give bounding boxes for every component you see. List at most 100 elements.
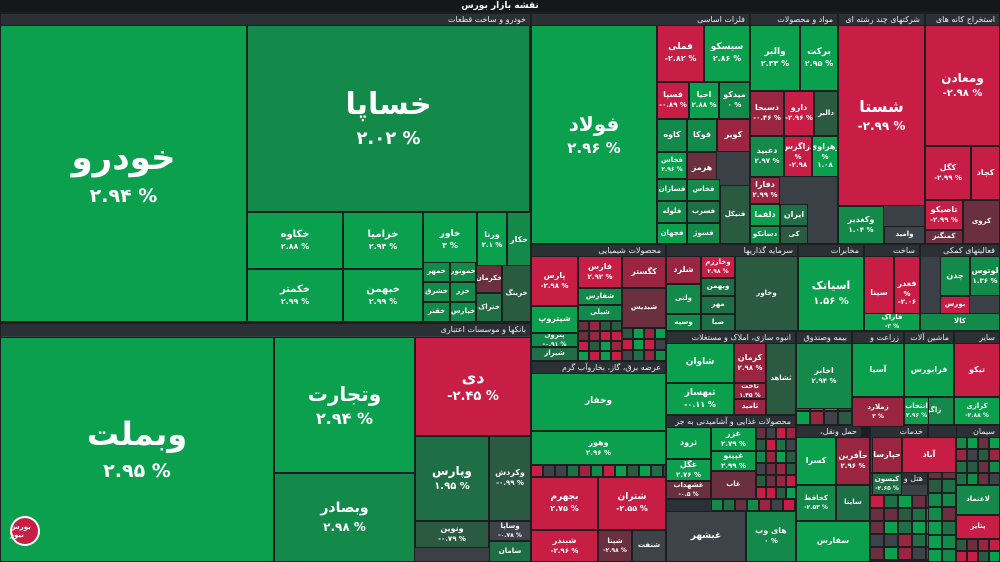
stock-tile-بجهرم[interactable]: بجهرم% ۲.۷۵ [531, 477, 598, 530]
minor-stock-tile[interactable] [786, 463, 796, 475]
stock-tile-دلقما[interactable]: دلقما [750, 204, 780, 226]
minor-stock-tile[interactable] [776, 475, 786, 487]
minor-stock-tile[interactable] [615, 465, 627, 477]
stock-tile-دعبید[interactable]: دعبید% ۲.۹۷ [750, 136, 784, 177]
minor-stock-tile[interactable] [600, 331, 611, 341]
minor-stock-tile[interactable] [633, 350, 644, 361]
stock-tile-شتران[interactable]: شتران% ۲.۵۵- [598, 477, 666, 530]
stock-tile-غشهداب[interactable]: غشهداب% ۰.۵- [666, 481, 711, 499]
minor-stock-tile[interactable] [655, 339, 666, 350]
minor-stock-tile[interactable] [898, 547, 912, 560]
stock-tile-فلوله[interactable]: فلوله [657, 201, 687, 223]
stock-tile-وسپه[interactable]: وسپه [666, 314, 701, 331]
stock-tile-فجهان[interactable]: فجهان [657, 223, 687, 244]
minor-stock-tile[interactable] [928, 507, 942, 521]
stock-tile-آسیا[interactable]: آسیا [852, 343, 904, 397]
stock-tile-فسرب[interactable]: فسرب [687, 201, 720, 223]
stock-tile-پارس[interactable]: پارس% ۲.۹۸- [531, 256, 578, 306]
stock-tile-خرینگ[interactable]: خرینگ [502, 265, 531, 322]
minor-stock-tile[interactable] [756, 475, 766, 487]
sector-title[interactable]: شرکتهای چند رشته ای [839, 14, 924, 26]
minor-stock-tile[interactable] [555, 465, 567, 477]
minor-stock-tile[interactable] [776, 463, 786, 475]
stock-tile-ثامید[interactable]: ثامید [734, 399, 766, 415]
stock-tile-دسانکو[interactable]: دسانکو [750, 226, 780, 244]
stock-tile-کحافظ[interactable]: کحافظ% ۲.۵۳- [796, 485, 836, 521]
stock-tile-وتجارت[interactable]: وتجارت% ۲.۹۴ [274, 337, 415, 473]
minor-stock-tile[interactable] [942, 479, 956, 493]
stock-tile-پتایر[interactable]: پتایر [956, 515, 1000, 539]
minor-stock-tile[interactable] [967, 539, 978, 551]
minor-stock-tile[interactable] [898, 495, 912, 508]
minor-stock-tile[interactable] [870, 521, 884, 534]
stock-tile-دفارا[interactable]: دفارا% ۲.۹۹ [750, 177, 780, 204]
stock-tile-تیکو[interactable]: تیکو [954, 343, 1000, 397]
minor-stock-tile[interactable] [912, 547, 926, 560]
sector-title[interactable]: محصولات غذایی و آشامیدنی به جز [667, 416, 795, 428]
minor-stock-tile[interactable] [655, 328, 666, 339]
stock-tile-غگل[interactable]: غگل% ۲.۷۶ [666, 459, 711, 481]
stock-tile-های-وب[interactable]: های وب% ۰ [746, 511, 796, 562]
minor-stock-tile[interactable] [611, 331, 622, 341]
stock-tile-شلرد[interactable]: شلرد [666, 256, 701, 284]
stock-tile-خساپا[interactable]: خساپا % ۲.۰۲ [247, 25, 530, 212]
stock-tile-ثرود[interactable]: ثرود [666, 427, 711, 459]
stock-tile-وبصادر[interactable]: وبصادر % ۲.۹۸ [274, 473, 415, 562]
stock-tile-وامید[interactable]: وامید [884, 226, 925, 244]
minor-stock-tile[interactable] [884, 508, 898, 521]
stock-tile-سیسکو[interactable]: سیسکو% ۲.۸۶ [704, 25, 750, 82]
sector-title[interactable]: استخراج کانه های [926, 14, 999, 26]
minor-stock-tile[interactable] [723, 499, 735, 511]
minor-stock-tile[interactable] [978, 449, 989, 461]
minor-stock-tile[interactable] [600, 321, 611, 331]
minor-stock-tile[interactable] [578, 321, 589, 331]
sector-title[interactable]: سرمایه گذاریها [667, 245, 797, 257]
stock-tile-خاور[interactable]: خاور% ۳ [423, 212, 477, 269]
minor-stock-tile[interactable] [756, 487, 766, 499]
minor-stock-tile[interactable] [912, 495, 926, 508]
minor-stock-tile[interactable] [786, 439, 796, 451]
stock-tile-فخاس[interactable]: فخاس [687, 179, 720, 201]
stock-tile-ونوین[interactable]: ونوین% ۰.۷۹- [415, 521, 489, 548]
minor-stock-tile[interactable] [639, 465, 651, 477]
stock-tile-فخاس[interactable]: فخاس% ۲.۹۶ [657, 152, 687, 179]
stock-tile-فنیکل[interactable]: فنیکل [720, 185, 750, 244]
minor-stock-tile[interactable] [600, 351, 611, 361]
minor-stock-tile[interactable] [978, 461, 989, 473]
minor-stock-tile[interactable] [956, 461, 967, 473]
minor-stock-tile[interactable] [898, 534, 912, 547]
minor-stock-tile[interactable] [711, 499, 723, 511]
minor-stock-tile[interactable] [776, 439, 786, 451]
stock-tile-ولتی[interactable]: ولتی [666, 284, 701, 314]
minor-stock-tile[interactable] [567, 465, 579, 477]
stock-tile-شپتروپ[interactable]: شپتروپ [531, 306, 578, 333]
stock-tile-برکت[interactable]: برکت% ۲.۹۵ [800, 25, 838, 91]
minor-stock-tile[interactable] [942, 535, 956, 549]
sector-title[interactable]: بانکها و موسسات اعتباری [1, 324, 530, 336]
minor-stock-tile[interactable] [967, 461, 978, 473]
minor-stock-tile[interactable] [771, 499, 783, 511]
stock-tile-لوتوس[interactable]: لوتوس% ۱.۳۶ [970, 256, 1000, 296]
minor-stock-tile[interactable] [651, 465, 663, 477]
stock-tile-وساپا[interactable]: وساپا% ۰.۷۸- [489, 521, 531, 541]
stock-tile-صبا[interactable]: صبا [701, 314, 735, 331]
minor-stock-tile[interactable] [884, 547, 898, 560]
minor-stock-tile[interactable] [633, 328, 644, 339]
stock-tile-کاوه[interactable]: کاوه [657, 119, 687, 152]
stock-tile-اسیاتک[interactable]: اسیاتک % ۱.۵۶ [798, 256, 864, 331]
stock-tile-کالا[interactable]: کالا [920, 313, 1000, 331]
minor-stock-tile[interactable] [783, 499, 795, 511]
stock-tile-شپنا[interactable]: شپنا% ۲.۹۸- [598, 530, 632, 562]
stock-tile-وخارزم[interactable]: وخارزم% ۲.۹۸ [701, 256, 735, 278]
minor-stock-tile[interactable] [989, 539, 1000, 551]
stock-tile-کچاد[interactable]: کچاد [971, 146, 1000, 200]
minor-stock-tile[interactable] [766, 451, 776, 463]
minor-stock-tile[interactable] [989, 551, 1000, 562]
sector-title[interactable]: مخابرات [799, 245, 863, 257]
stock-tile-ایران[interactable]: ایران [780, 204, 808, 226]
minor-stock-tile[interactable] [796, 411, 810, 425]
stock-tile-لاعتماد[interactable]: لاعتماد [956, 485, 1000, 515]
minor-stock-tile[interactable] [766, 487, 776, 499]
minor-stock-tile[interactable] [644, 339, 655, 350]
minor-stock-tile[interactable] [579, 465, 591, 477]
